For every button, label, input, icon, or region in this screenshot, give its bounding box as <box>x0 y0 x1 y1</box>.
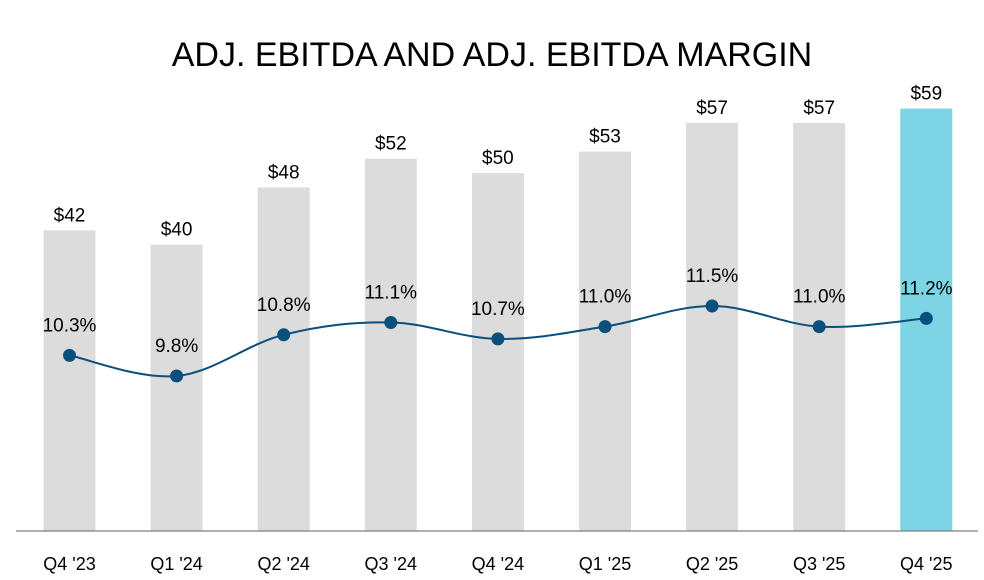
margin-point-8 <box>919 311 933 325</box>
bar-value-label-2: $48 <box>268 162 300 183</box>
bars-group <box>43 108 953 532</box>
bar-value-label-4: $50 <box>482 148 514 169</box>
bar-1 <box>150 244 203 531</box>
margin-point-4 <box>491 332 505 346</box>
x-tick-label-5: Q1 '25 <box>579 554 631 574</box>
margin-value-label-2: 10.8% <box>257 295 311 316</box>
x-tick-label-6: Q2 '25 <box>686 554 738 574</box>
margin-value-label-1: 9.8% <box>155 336 198 357</box>
bar-value-label-6: $57 <box>696 98 728 119</box>
margin-point-7 <box>812 320 826 334</box>
margin-point-1 <box>170 369 184 383</box>
bar-value-label-0: $42 <box>54 205 86 226</box>
margin-value-label-6: 11.5% <box>686 266 739 287</box>
bar-5 <box>579 151 631 531</box>
bar-value-label-1: $40 <box>161 220 193 241</box>
x-tick-label-7: Q3 '25 <box>793 554 845 574</box>
bar-value-label-7: $57 <box>803 98 835 119</box>
margin-value-label-4: 10.7% <box>471 299 525 320</box>
bar-value-label-8: $59 <box>910 84 942 105</box>
x-tick-label-2: Q2 '24 <box>257 554 309 574</box>
margin-point-3 <box>384 316 398 329</box>
x-tick-label-4: Q4 '24 <box>472 554 524 574</box>
chart-title: ADJ. EBITDA AND ADJ. EBITDA MARGIN <box>171 36 813 74</box>
margin-point-6 <box>705 299 719 313</box>
margin-point-2 <box>277 328 291 342</box>
bar-value-label-3: $52 <box>375 134 407 155</box>
margin-point-0 <box>63 348 76 362</box>
margin-value-label-0: 10.3% <box>43 315 97 336</box>
x-tick-label-3: Q3 '24 <box>365 554 417 574</box>
bar-labels-group: $42 $40 $48 $52 $50 $53 $57 $57 $59 <box>54 84 943 241</box>
bar-2 <box>257 187 310 531</box>
bar-4 <box>471 173 524 531</box>
bar-0 <box>43 230 96 532</box>
margin-point-5 <box>598 320 612 334</box>
margin-value-label-7: 11.0% <box>793 287 846 308</box>
x-tick-label-8: Q4 '25 <box>900 554 952 574</box>
x-tick-label-1: Q1 '24 <box>150 554 202 574</box>
bar-6 <box>686 123 739 531</box>
x-tick-label-0: Q4 '23 <box>43 554 95 574</box>
margin-value-label-3: 11.1% <box>365 283 418 304</box>
margin-value-label-8: 11.2% <box>900 278 953 299</box>
bar-3 <box>364 158 417 531</box>
x-tick-labels-group: Q4 '23 Q1 '24 Q2 '24 Q3 '24 Q4 '24 Q1 '25 Q2 '… <box>43 554 952 574</box>
margin-line-group <box>63 299 933 383</box>
margin-labels-group: 10.3% 9.8% 10.8% 11.1% 10.7% 11.0% 11.5% 11.0% 1… <box>43 266 953 357</box>
bar-value-label-5: $53 <box>589 127 621 148</box>
margin-value-label-5: 11.0% <box>579 287 632 308</box>
